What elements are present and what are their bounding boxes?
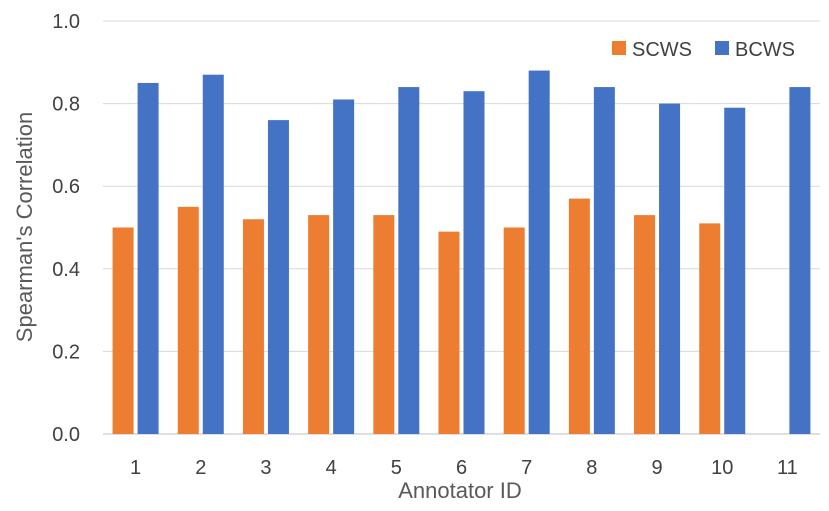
legend-swatch-bcws [715,41,729,55]
bar-scws-6 [438,231,460,434]
x-tick-label: 6 [456,457,467,479]
bars [112,70,811,435]
x-tick-label: 11 [777,457,798,479]
x-tick-label: 2 [195,457,206,479]
y-tick-label: 0.8 [52,94,80,116]
x-tick-label: 8 [586,457,597,479]
legend-label-scws: SCWS [632,39,692,61]
bar-bcws-5 [398,87,420,434]
y-tick-label: 0.4 [52,259,80,281]
x-axis-title: Annotator ID [398,478,522,503]
bar-bcws-4 [333,99,355,434]
bar-scws-7 [503,227,525,434]
bar-bcws-7 [528,70,550,434]
bar-bcws-2 [202,74,224,434]
bar-bcws-9 [659,103,681,434]
bar-scws-5 [373,215,395,434]
y-tick-label: 1.0 [52,11,80,33]
bar-scws-8 [568,198,590,434]
x-tick-label: 3 [260,457,271,479]
x-tick-label: 5 [391,457,402,479]
x-tick-label: 10 [711,457,733,479]
bar-scws-2 [177,206,199,434]
x-tick-labels: 1 2 3 4 5 6 7 8 9 10 11 [130,457,798,479]
legend-swatch-scws [612,41,626,55]
bar-scws-1 [112,227,134,434]
bar-scws-10 [699,223,721,434]
bar-bcws-3 [267,120,289,435]
y-tick-label: 0.0 [52,424,80,446]
y-tick-label: 0.2 [52,341,80,363]
legend-label-bcws: BCWS [735,39,795,61]
x-tick-label: 9 [651,457,662,479]
bar-bcws-10 [724,107,746,434]
bar-bcws-11 [789,87,811,434]
y-axis-title: Spearman's Correlation [12,112,37,342]
x-tick-label: 1 [130,457,141,479]
bar-scws-3 [242,219,264,434]
bar-scws-4 [308,215,330,434]
y-tick-label: 0.6 [52,176,80,198]
x-tick-label: 4 [326,457,337,479]
x-tick-label: 7 [521,457,532,479]
bar-bcws-1 [137,82,159,434]
bar-bcws-8 [593,87,615,434]
bar-scws-9 [634,215,656,434]
legend: SCWS BCWS [612,39,795,61]
bar-bcws-6 [463,91,485,435]
y-tick-labels: 0.0 0.2 0.4 0.6 0.8 1.0 [52,11,80,446]
